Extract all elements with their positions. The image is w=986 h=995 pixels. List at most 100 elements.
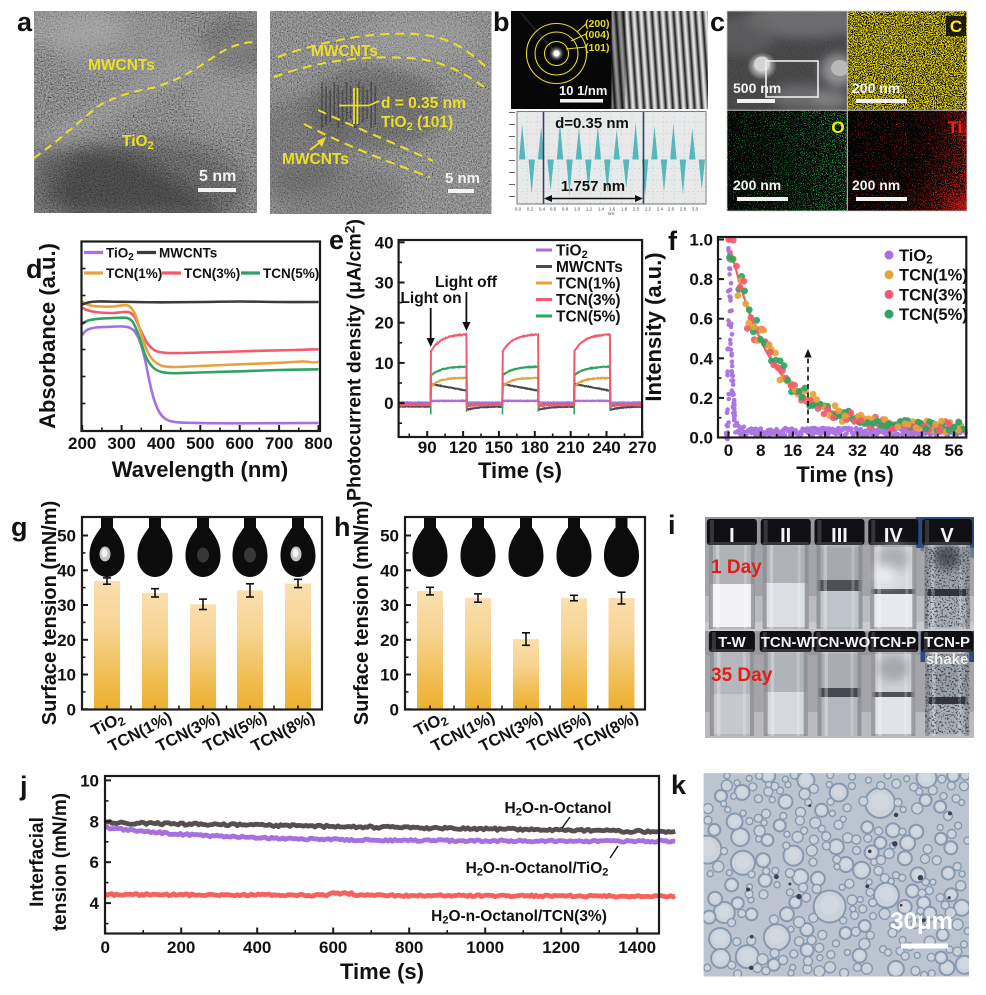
- svg-text:H2O-n-Octanol: H2O-n-Octanol: [505, 800, 612, 819]
- svg-text:1200: 1200: [542, 938, 580, 957]
- svg-text:30: 30: [57, 596, 76, 615]
- svg-text:d=0.35 nm: d=0.35 nm: [555, 115, 629, 132]
- svg-text:b: b: [493, 7, 510, 37]
- svg-text:TCN(5%): TCN(5%): [263, 266, 319, 281]
- svg-text:180: 180: [521, 438, 549, 457]
- svg-text:Interfacial: Interfacial: [27, 817, 48, 907]
- svg-text:TCN(3%): TCN(3%): [184, 266, 240, 281]
- svg-text:0: 0: [384, 394, 393, 413]
- svg-text:d: d: [26, 254, 43, 284]
- svg-text:10: 10: [375, 354, 394, 373]
- svg-text:Intensity (a.u.): Intensity (a.u.): [641, 252, 666, 401]
- svg-text:tension (mN/m): tension (mN/m): [50, 793, 71, 931]
- svg-text:d = 0.35 nm: d = 0.35 nm: [381, 95, 466, 112]
- svg-text:0.6: 0.6: [689, 310, 713, 329]
- svg-text:500 nm: 500 nm: [733, 80, 781, 96]
- svg-text:TCN(3%): TCN(3%): [899, 286, 968, 304]
- svg-text:8: 8: [756, 441, 765, 460]
- svg-text:20: 20: [375, 314, 394, 333]
- svg-text:1.0: 1.0: [689, 231, 713, 250]
- svg-text:210: 210: [557, 438, 585, 457]
- svg-text:H2O-n-Octanol/TCN(3%): H2O-n-Octanol/TCN(3%): [431, 908, 607, 927]
- svg-text:TiO2: TiO2: [122, 133, 154, 152]
- svg-text:2.2: 2.2: [645, 207, 652, 212]
- svg-text:0: 0: [724, 441, 733, 460]
- svg-text:8: 8: [90, 812, 99, 831]
- svg-text:2.0: 2.0: [633, 207, 640, 212]
- svg-text:III: III: [831, 525, 848, 547]
- svg-text:O: O: [831, 118, 844, 137]
- svg-text:3.0: 3.0: [692, 207, 699, 212]
- svg-text:20: 20: [57, 631, 76, 650]
- svg-text:0.0: 0.0: [689, 429, 713, 448]
- svg-text:i: i: [668, 510, 676, 540]
- svg-text:0.4: 0.4: [539, 207, 546, 212]
- svg-text:20: 20: [380, 631, 399, 650]
- svg-text:Light off: Light off: [435, 274, 498, 291]
- svg-text:1.0: 1.0: [574, 207, 581, 212]
- svg-text:MWCNTs: MWCNTs: [88, 57, 155, 74]
- svg-text:10: 10: [380, 666, 399, 685]
- svg-text:shake: shake: [926, 651, 969, 668]
- svg-text:MWCNTs: MWCNTs: [282, 151, 349, 168]
- svg-text:600: 600: [319, 938, 347, 957]
- svg-text:6: 6: [90, 853, 99, 872]
- svg-text:1.757 nm: 1.757 nm: [561, 178, 625, 195]
- svg-text:50: 50: [380, 527, 399, 546]
- svg-text:T-W: T-W: [718, 634, 746, 651]
- svg-text:300: 300: [107, 434, 135, 453]
- svg-text:c: c: [710, 7, 725, 37]
- svg-text:(004): (004): [585, 29, 610, 41]
- svg-text:200 nm: 200 nm: [852, 177, 900, 193]
- svg-text:Photocurrent density (μA/cm2): Photocurrent density (μA/cm2): [342, 219, 366, 501]
- svg-text:1.8: 1.8: [621, 207, 628, 212]
- svg-text:H2O-n-Octanol/TiO2: H2O-n-Octanol/TiO2: [466, 860, 609, 879]
- svg-text:TiO2: TiO2: [899, 247, 933, 267]
- svg-text:j: j: [19, 771, 28, 801]
- svg-text:MWCNTs: MWCNTs: [556, 259, 623, 276]
- svg-text:Time (ns): Time (ns): [796, 462, 893, 487]
- svg-text:10: 10: [57, 666, 76, 685]
- svg-text:MWCNTs: MWCNTs: [311, 43, 378, 60]
- svg-text:200 nm: 200 nm: [733, 177, 781, 193]
- svg-text:0.2: 0.2: [527, 207, 534, 212]
- svg-text:270: 270: [628, 438, 656, 457]
- svg-text:0.0: 0.0: [515, 207, 522, 212]
- svg-text:TCN(5%): TCN(5%): [556, 309, 621, 326]
- svg-text:Time (s): Time (s): [340, 959, 424, 984]
- svg-text:g: g: [11, 512, 28, 542]
- svg-text:TCN(3%): TCN(3%): [556, 292, 621, 309]
- svg-text:Surface tension (mN/m): Surface tension (mN/m): [351, 501, 373, 725]
- svg-text:nm: nm: [608, 211, 615, 216]
- svg-text:500: 500: [186, 434, 214, 453]
- svg-text:TCN(5%): TCN(5%): [899, 306, 968, 324]
- svg-text:400: 400: [243, 938, 271, 957]
- svg-text:0: 0: [100, 938, 109, 957]
- svg-text:MWCNTs: MWCNTs: [159, 246, 217, 261]
- svg-text:90: 90: [418, 438, 437, 457]
- svg-text:5 nm: 5 nm: [199, 168, 236, 185]
- svg-text:2.8: 2.8: [680, 207, 687, 212]
- svg-text:IV: IV: [884, 525, 904, 547]
- svg-text:1 Day: 1 Day: [711, 557, 762, 578]
- svg-text:600: 600: [226, 434, 254, 453]
- svg-text:30: 30: [380, 596, 399, 615]
- svg-text:40: 40: [375, 233, 394, 252]
- svg-text:56: 56: [945, 441, 964, 460]
- svg-text:800: 800: [395, 938, 423, 957]
- svg-text:I: I: [729, 525, 735, 547]
- svg-text:400: 400: [147, 434, 175, 453]
- svg-text:700: 700: [265, 434, 293, 453]
- svg-text:50: 50: [57, 527, 76, 546]
- svg-text:TCN-W: TCN-W: [761, 634, 812, 651]
- svg-text:800: 800: [304, 434, 332, 453]
- svg-text:1400: 1400: [618, 938, 656, 957]
- svg-text:0.6: 0.6: [550, 207, 557, 212]
- svg-text:TiO2 (101): TiO2 (101): [381, 114, 453, 133]
- svg-text:10 1/nm: 10 1/nm: [559, 83, 607, 98]
- svg-text:(101): (101): [585, 42, 610, 54]
- svg-text:24: 24: [816, 441, 835, 460]
- svg-text:30: 30: [375, 274, 394, 293]
- svg-text:TCN-P: TCN-P: [924, 634, 970, 651]
- svg-text:TCN-P: TCN-P: [870, 634, 916, 651]
